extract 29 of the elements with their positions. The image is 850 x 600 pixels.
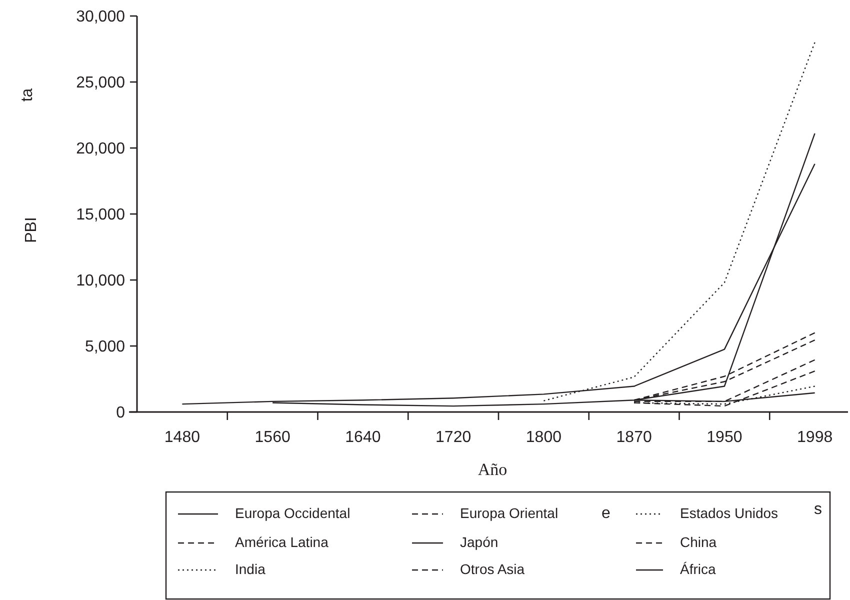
- legend-label: Estados Unidos: [680, 505, 778, 521]
- text: ta: [19, 88, 36, 102]
- y-tick-label: 20,000: [76, 140, 126, 158]
- x-tick-label: 1800: [526, 429, 562, 446]
- legend-label: África: [680, 561, 716, 577]
- x-tick-label: 1950: [706, 429, 742, 446]
- y-tick-label: 10,000: [76, 272, 126, 290]
- x-tick-label: 1560: [254, 429, 290, 446]
- x-axis-title: Año: [478, 460, 508, 479]
- y-tick-label: 5,000: [84, 338, 126, 356]
- x-tick-label: 1720: [436, 429, 472, 446]
- y-tick-label: 30,000: [76, 8, 126, 26]
- legend-label: China: [680, 534, 717, 550]
- legend-label: India: [235, 561, 266, 577]
- x-tick-label: 1870: [616, 429, 652, 446]
- x-tick-label: 1640: [345, 429, 381, 446]
- text: e: [602, 505, 611, 522]
- legend-label: América Latina: [235, 534, 329, 550]
- x-tick-label: 1998: [797, 429, 833, 446]
- legend-label: Japón: [460, 534, 498, 550]
- y-tick-label: 15,000: [76, 206, 126, 224]
- y-axis-title: PBI: [23, 217, 40, 243]
- x-tick-label: 1480: [164, 429, 200, 446]
- text: s: [814, 501, 822, 518]
- legend-label: Europa Occidental: [235, 505, 350, 521]
- legend-label: Europa Oriental: [460, 505, 558, 521]
- y-tick-label: 0: [116, 404, 126, 422]
- legend-label: Otros Asia: [460, 561, 525, 577]
- y-tick-label: 25,000: [76, 74, 126, 92]
